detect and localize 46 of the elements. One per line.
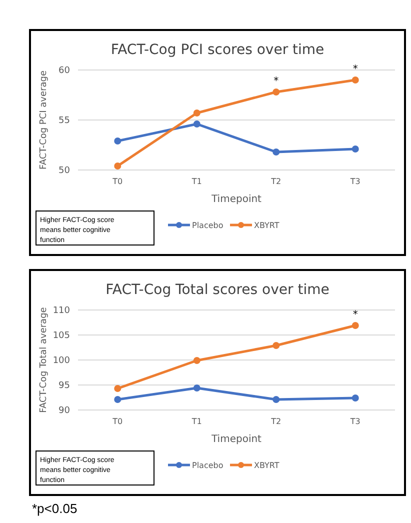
y-tick-label: 105 [52,331,70,342]
annotation: * [352,64,358,75]
point [272,88,280,96]
point [272,342,280,349]
y-tick-label: 95 [58,381,70,392]
x-tick-label: T3 [349,417,360,426]
legend-label: Placebo [192,220,224,230]
point [272,148,280,156]
point [114,138,122,144]
x-tick-label: T2 [270,177,282,186]
y-tick-label: 50 [58,166,70,176]
annotation: * [274,76,279,87]
point [352,76,359,84]
x-tick-label: T0 [112,417,123,426]
y-axis-title: FACT-Cog PCI average [39,70,49,170]
point [352,146,359,152]
point [272,396,280,403]
point [114,396,122,403]
chart-title: FACT-Cog Total scores over time [106,282,330,298]
point [193,120,200,128]
legend-label: XBYRT [254,460,280,470]
y-tick-label: 60 [58,66,70,76]
point [193,110,200,116]
y-tick-label: 100 [52,356,70,366]
point [352,322,359,329]
legend-label: XBYRT [254,220,280,230]
legend-label: Placebo [192,460,224,470]
y-axis-title: FACT-Cog Total average [39,306,49,413]
text: *p<0.05 [32,501,78,516]
annotation: * [352,310,358,320]
point [193,384,200,392]
x-axis-title: Timepoint [210,194,262,205]
y-tick-label: 110 [52,306,70,316]
x-tick-label: T1 [190,417,202,426]
point [114,162,122,170]
x-tick-label: T0 [112,177,123,186]
y-tick-label: 55 [58,116,70,126]
point [193,357,200,364]
point [114,385,122,392]
x-axis-title: Timepoint [210,434,262,445]
x-tick-label: T3 [349,177,360,186]
x-tick-label: T1 [190,177,202,186]
chart-title: FACT-Cog PCI scores over time [110,42,324,58]
x-tick-label: T2 [270,417,282,426]
point [352,394,359,402]
y-tick-label: 90 [58,406,70,416]
